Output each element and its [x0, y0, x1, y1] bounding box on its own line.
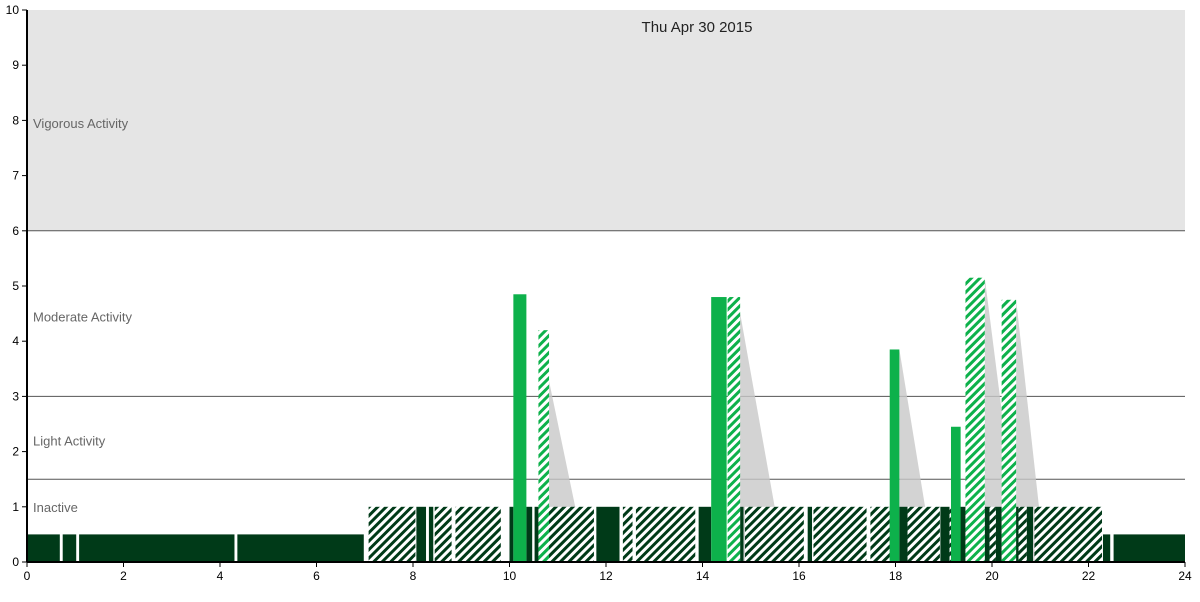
activity-bar	[995, 506, 1002, 562]
activity-shadow	[1016, 299, 1046, 562]
y-tick-label: 8	[12, 113, 19, 127]
activity-bar	[513, 294, 527, 562]
activity-bar	[368, 506, 416, 562]
activity-bar	[1113, 534, 1185, 562]
x-tick-label: 10	[503, 569, 517, 583]
y-tick-label: 1	[12, 500, 19, 514]
x-tick-label: 0	[24, 569, 31, 583]
activity-bar	[538, 330, 550, 562]
activity-shadow	[538, 330, 587, 562]
activity-bar	[807, 506, 813, 562]
activity-bar	[622, 506, 633, 562]
activity-bar	[1001, 299, 1017, 562]
activity-bar	[989, 506, 996, 562]
bar-layer	[27, 277, 1185, 562]
activity-bar	[899, 506, 908, 562]
y-tick-label: 9	[12, 58, 19, 72]
activity-bar	[542, 506, 594, 562]
x-tick-label: 20	[985, 569, 999, 583]
activity-bar	[509, 506, 514, 562]
activity-bar	[237, 534, 364, 562]
activity-bar	[596, 506, 620, 562]
x-tick-label: 4	[217, 569, 224, 583]
y-tick-label: 6	[12, 224, 19, 238]
y-tick-label: 5	[12, 279, 19, 293]
activity-bar	[711, 297, 727, 562]
activity-bar	[428, 506, 434, 562]
x-tick-label: 22	[1082, 569, 1096, 583]
y-tick-label: 0	[12, 555, 19, 569]
activity-bar	[455, 506, 501, 562]
y-tick-label: 4	[12, 334, 19, 348]
activity-bar	[526, 506, 533, 562]
activity-bar	[416, 506, 427, 562]
activity-bar	[434, 506, 452, 562]
y-tick-label: 7	[12, 169, 19, 183]
activity-bar	[965, 277, 985, 562]
x-tick-label: 24	[1178, 569, 1192, 583]
activity-bar	[79, 534, 235, 562]
activity-bar	[1026, 506, 1034, 562]
activity-bar	[1018, 506, 1027, 562]
zone-label: Inactive	[33, 500, 78, 515]
activity-bar	[813, 506, 867, 562]
y-tick-label: 2	[12, 445, 19, 459]
activity-bar	[889, 349, 900, 562]
activity-bar	[950, 426, 961, 562]
activity-bar	[1102, 534, 1111, 562]
activity-bar	[635, 506, 696, 562]
activity-bar	[534, 506, 539, 562]
activity-bar	[698, 506, 712, 562]
activity-bar	[740, 506, 744, 562]
y-tick-label: 10	[6, 3, 20, 17]
activity-bar	[907, 506, 940, 562]
zone-label: Light Activity	[33, 434, 106, 449]
activity-bar	[27, 534, 60, 562]
activity-bar	[62, 534, 77, 562]
x-tick-label: 6	[313, 569, 320, 583]
zone-band	[27, 10, 1185, 231]
activity-bar	[727, 297, 741, 562]
x-tick-label: 8	[410, 569, 417, 583]
y-tick-label: 3	[12, 389, 19, 403]
activity-bar	[984, 506, 990, 562]
chart-title: Thu Apr 30 2015	[642, 19, 753, 36]
activity-bar	[1034, 506, 1103, 562]
x-tick-label: 16	[792, 569, 806, 583]
x-tick-label: 2	[120, 569, 127, 583]
zone-label: Moderate Activity	[33, 309, 132, 324]
x-tick-label: 18	[889, 569, 903, 583]
zone-label: Vigorous Activity	[33, 116, 129, 131]
activity-bar	[744, 506, 804, 562]
activity-shadow	[737, 297, 785, 562]
x-tick-label: 14	[696, 569, 710, 583]
activity-bar	[940, 506, 950, 562]
x-tick-label: 12	[599, 569, 613, 583]
activity-bar	[959, 506, 966, 562]
activity-bar	[870, 506, 890, 562]
